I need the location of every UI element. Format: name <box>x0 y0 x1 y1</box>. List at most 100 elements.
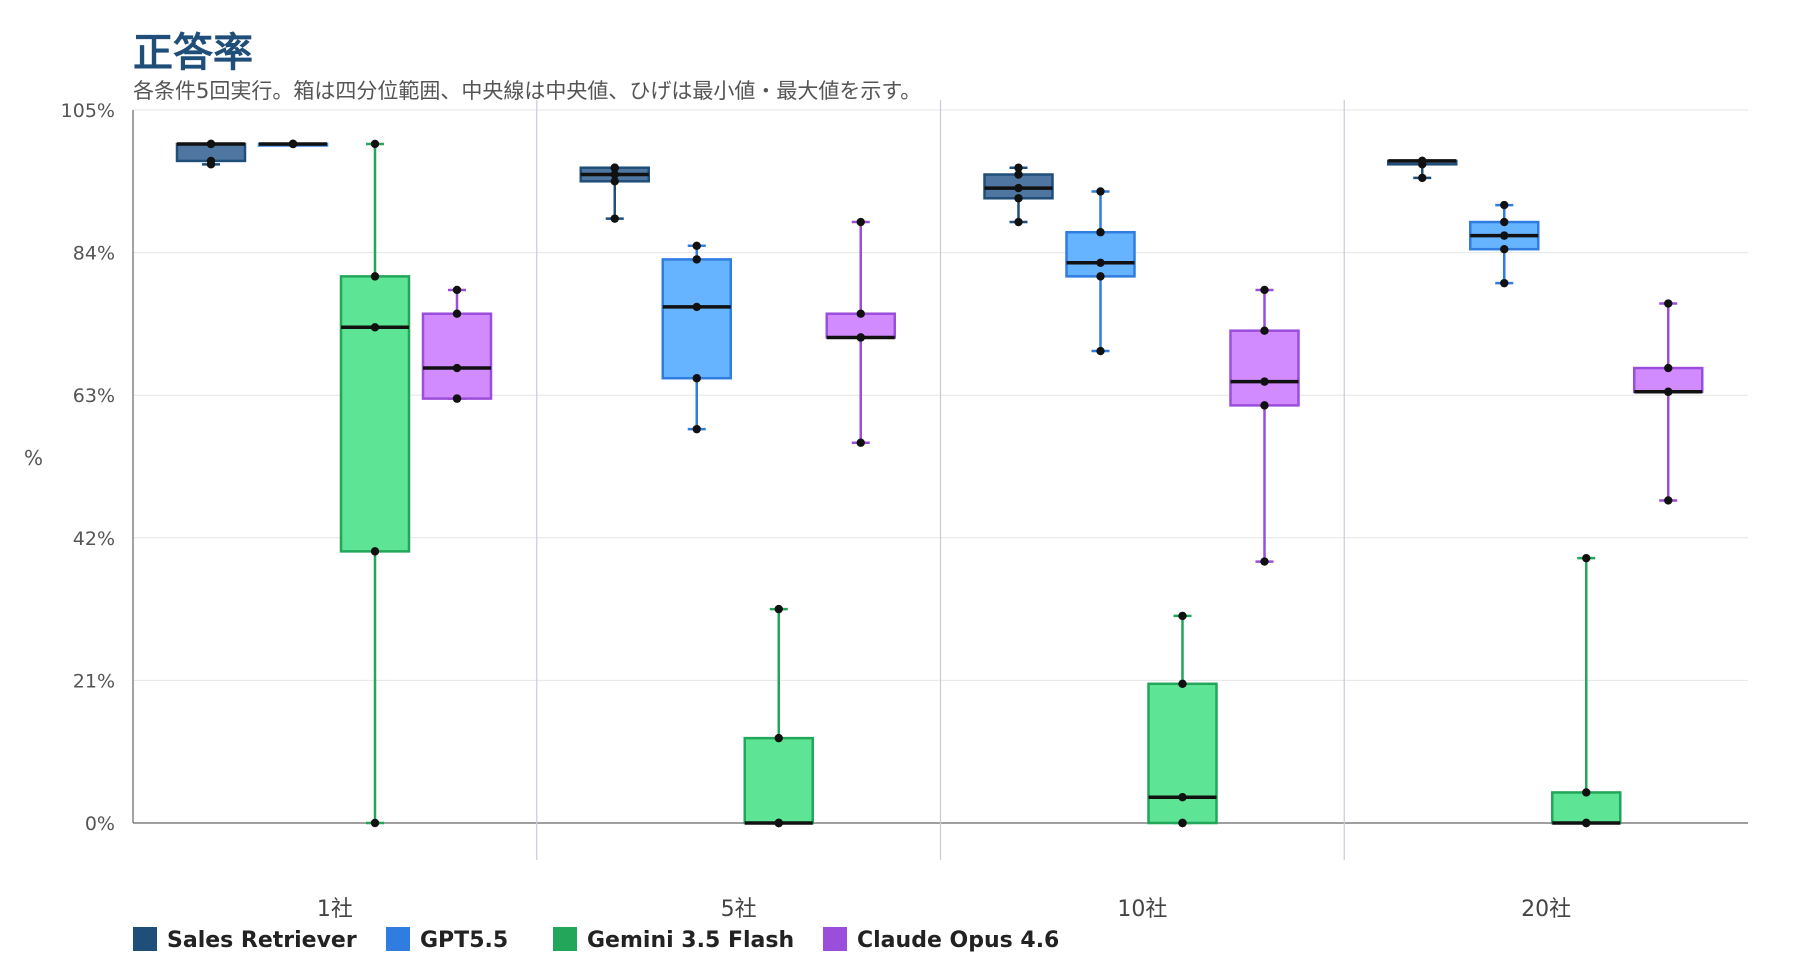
box-claude-opus-4-6 <box>1633 299 1704 505</box>
box-gemini-3-5-flash <box>1551 553 1622 828</box>
y-tick-label: 0% <box>85 813 115 835</box>
legend-swatch <box>823 927 847 951</box>
data-point <box>452 309 462 318</box>
legend-swatch <box>386 927 410 951</box>
x-tick-label: 5社 <box>721 897 757 922</box>
box <box>743 736 814 825</box>
data-point <box>1260 401 1269 410</box>
box-sales-retriever <box>175 139 247 169</box>
box-claude-opus-4-6 <box>825 217 896 447</box>
x-tick-label: 10社 <box>1117 897 1167 922</box>
legend-label: Sales Retriever <box>167 928 357 953</box>
data-point <box>692 255 701 264</box>
box <box>1551 791 1622 825</box>
data-point <box>1096 187 1105 196</box>
data-point <box>856 309 865 318</box>
box-gemini-3-5-flash <box>1147 611 1218 828</box>
data-point <box>452 363 462 373</box>
data-point <box>1582 818 1591 828</box>
data-point <box>452 285 462 295</box>
x-tick-label: 1社 <box>317 897 353 922</box>
data-point <box>1500 278 1509 288</box>
data-point <box>1500 231 1509 240</box>
data-point <box>610 170 619 179</box>
y-tick-label: 42% <box>73 528 115 550</box>
data-point <box>206 139 216 149</box>
box-claude-opus-4-6 <box>1229 285 1300 566</box>
data-point <box>1500 200 1509 210</box>
data-point <box>1178 818 1187 828</box>
data-point <box>1014 170 1023 179</box>
data-point <box>692 424 701 434</box>
data-point <box>856 333 865 342</box>
box <box>1065 230 1136 278</box>
box-sales-retriever <box>983 163 1054 227</box>
data-point <box>452 394 462 403</box>
data-point <box>1664 363 1673 373</box>
box <box>661 258 732 380</box>
data-point <box>370 139 380 149</box>
data-point <box>1260 326 1269 335</box>
data-point <box>1096 258 1105 267</box>
legend-label: Gemini 3.5 Flash <box>587 928 794 953</box>
data-point <box>1014 194 1023 203</box>
legend: Sales Retriever GPT5.5 Gemini 3.5 Flash Cla… <box>133 927 1059 953</box>
y-tick-label: 21% <box>73 670 115 692</box>
data-point <box>774 733 783 743</box>
data-point <box>1260 557 1269 566</box>
data-point <box>856 438 865 447</box>
legend-label: Claude Opus 4.6 <box>857 928 1059 953</box>
data-point <box>1260 377 1269 386</box>
box-gpt5-5 <box>1469 200 1540 288</box>
data-point <box>1418 173 1427 183</box>
data-point <box>1500 217 1509 227</box>
data-point <box>370 323 380 332</box>
y-axis-label: % <box>24 446 43 470</box>
data-point <box>856 217 865 227</box>
data-point <box>1096 346 1105 356</box>
data-point <box>1664 299 1673 308</box>
box <box>1147 682 1218 825</box>
y-tick-label: 63% <box>73 385 115 407</box>
data-point <box>610 214 619 223</box>
legend-label: GPT5.5 <box>420 928 508 953</box>
data-point <box>288 139 298 149</box>
data-point <box>1418 156 1427 166</box>
data-point <box>370 547 380 556</box>
data-point <box>610 163 619 172</box>
box-gpt5-5 <box>257 139 329 149</box>
chart-title: 正答率 <box>133 30 253 76</box>
x-tick-label: 20社 <box>1521 897 1571 922</box>
data-point <box>1096 228 1105 237</box>
box <box>339 275 411 553</box>
data-point <box>206 160 216 169</box>
y-tick-label: 84% <box>73 243 115 265</box>
data-point <box>774 818 783 828</box>
box-gpt5-5 <box>1065 187 1136 356</box>
box-gemini-3-5-flash <box>743 604 814 828</box>
data-point <box>692 374 701 383</box>
data-point <box>774 604 783 614</box>
chart-subtitle: 各条件5回実行。箱は四分位範囲、中央線は中央値、ひげは最小値・最大値を示す。 <box>133 79 921 103</box>
box <box>1229 329 1300 407</box>
data-point <box>692 302 701 312</box>
data-point <box>370 818 380 828</box>
plot-area: 0% 21% 42% 63% 84% 105% 1社 5社 10社 20社 <box>61 100 1748 922</box>
data-point <box>1260 285 1269 295</box>
data-point <box>1014 163 1023 172</box>
box <box>421 312 493 400</box>
y-tick-label: 105% <box>61 100 115 122</box>
data-point <box>1178 679 1187 688</box>
data-point <box>1178 611 1187 621</box>
data-point <box>1582 553 1591 563</box>
data-point <box>610 177 619 186</box>
box-gpt5-5 <box>661 241 732 434</box>
legend-swatch <box>553 927 577 951</box>
legend-swatch <box>133 927 157 951</box>
data-point <box>1664 496 1673 505</box>
data-point <box>1500 245 1509 254</box>
data-point <box>1582 788 1591 797</box>
data-point <box>1096 272 1105 281</box>
data-point <box>370 272 380 281</box>
